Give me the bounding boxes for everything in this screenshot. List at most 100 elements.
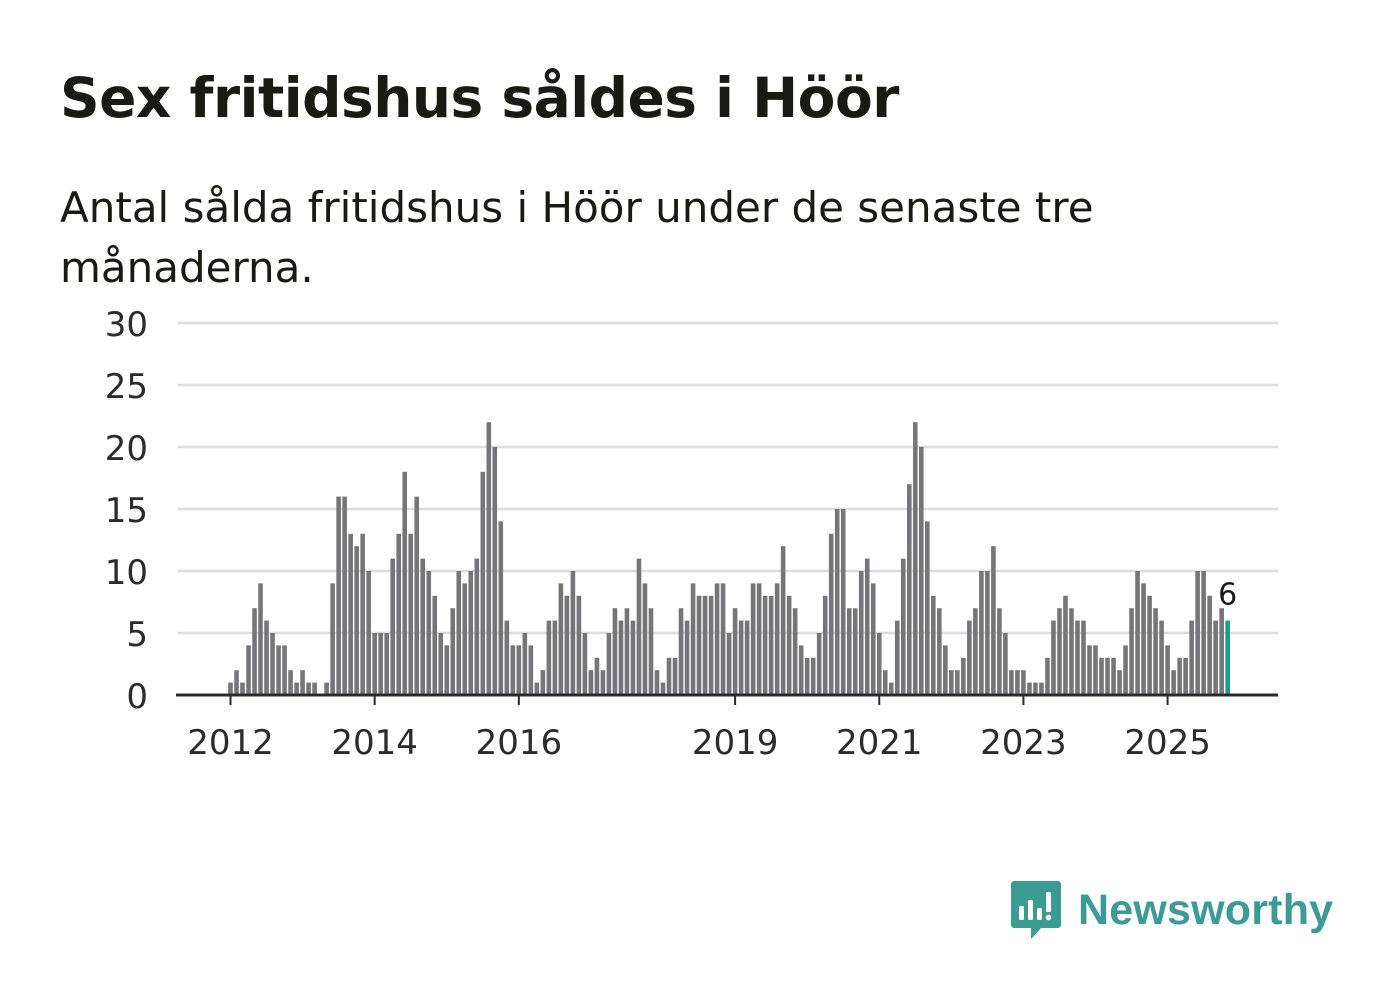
bar (1141, 583, 1146, 695)
bar (288, 670, 293, 695)
bar (1057, 608, 1062, 695)
bar (949, 670, 954, 695)
bar (1087, 645, 1092, 695)
bar (750, 583, 756, 695)
bar (1039, 682, 1044, 695)
bar (654, 670, 660, 695)
bar (492, 447, 498, 695)
bar (420, 558, 426, 695)
bar (462, 583, 468, 695)
y-axis: 0 5 10 15 20 25 30 (105, 305, 148, 717)
bar (1033, 682, 1038, 695)
bar (684, 620, 690, 695)
y-tick-label: 5 (126, 615, 148, 655)
x-tick-label: 2012 (187, 723, 274, 763)
bar (726, 633, 732, 695)
bar (276, 645, 281, 695)
bar (732, 608, 738, 695)
bar (372, 633, 377, 695)
bar (630, 620, 636, 695)
bar (300, 670, 305, 695)
bar (582, 633, 588, 695)
x-tick-label: 2025 (1124, 723, 1211, 763)
bar (546, 620, 552, 695)
bar (1213, 620, 1218, 695)
bar (510, 645, 516, 695)
bar (985, 571, 990, 695)
bar (840, 509, 846, 695)
bar (768, 595, 774, 695)
bar (360, 533, 365, 695)
bar (498, 521, 504, 695)
bar (1081, 620, 1086, 695)
bar (270, 633, 275, 695)
bar (402, 471, 407, 695)
x-tick-label: 2023 (980, 723, 1067, 763)
bar (678, 608, 684, 695)
bar (1111, 657, 1116, 695)
bar (720, 583, 726, 695)
bar (564, 595, 570, 695)
bar (408, 533, 414, 695)
bar (444, 645, 450, 695)
bar (474, 558, 480, 695)
bar (486, 422, 492, 695)
bar (894, 620, 900, 695)
bar (1099, 657, 1104, 695)
bar (1201, 571, 1206, 695)
brand-name: Newsworthy (1078, 885, 1334, 934)
bar (1051, 620, 1056, 695)
bar (642, 583, 648, 695)
bar (552, 620, 558, 695)
bar (306, 682, 311, 695)
bar (1177, 657, 1182, 695)
bar (1105, 657, 1110, 695)
bar (456, 571, 462, 695)
bar (426, 571, 432, 695)
bar (378, 633, 383, 695)
bar (414, 496, 420, 695)
bar (991, 546, 996, 695)
bar (264, 620, 269, 695)
bar (834, 509, 840, 695)
bar (919, 447, 924, 695)
bar (588, 670, 594, 695)
bar (240, 682, 245, 695)
bar (540, 670, 546, 695)
bar (744, 620, 750, 695)
bar (1183, 657, 1188, 695)
bar (618, 620, 624, 695)
bar (1003, 633, 1008, 695)
annotations: 6 (1215, 574, 1241, 616)
bar (246, 645, 251, 695)
bar (846, 608, 852, 695)
bar (870, 583, 876, 695)
bar (937, 608, 942, 695)
bar (324, 682, 329, 695)
bar (1069, 608, 1074, 695)
bar (1093, 645, 1098, 695)
bar (906, 484, 912, 695)
bar (931, 595, 936, 695)
bar (594, 657, 600, 695)
bar (606, 633, 612, 695)
bar (528, 645, 534, 695)
y-tick-label: 20 (105, 429, 148, 469)
bar (774, 583, 780, 695)
bar (780, 546, 786, 695)
bar (342, 496, 347, 695)
bar (522, 633, 528, 695)
bar (888, 682, 894, 695)
bar (738, 620, 744, 695)
bar (336, 496, 341, 695)
bar (390, 558, 395, 695)
chart-subtitle: Antal sålda fritidshus i Höör under de s… (60, 183, 1094, 292)
bar (1159, 620, 1164, 695)
y-tick-label: 0 (126, 677, 148, 717)
y-tick-label: 30 (105, 305, 148, 345)
bar (925, 521, 930, 695)
bar (882, 670, 888, 695)
bar (1021, 670, 1026, 695)
bar (756, 583, 762, 695)
bar (943, 645, 948, 695)
